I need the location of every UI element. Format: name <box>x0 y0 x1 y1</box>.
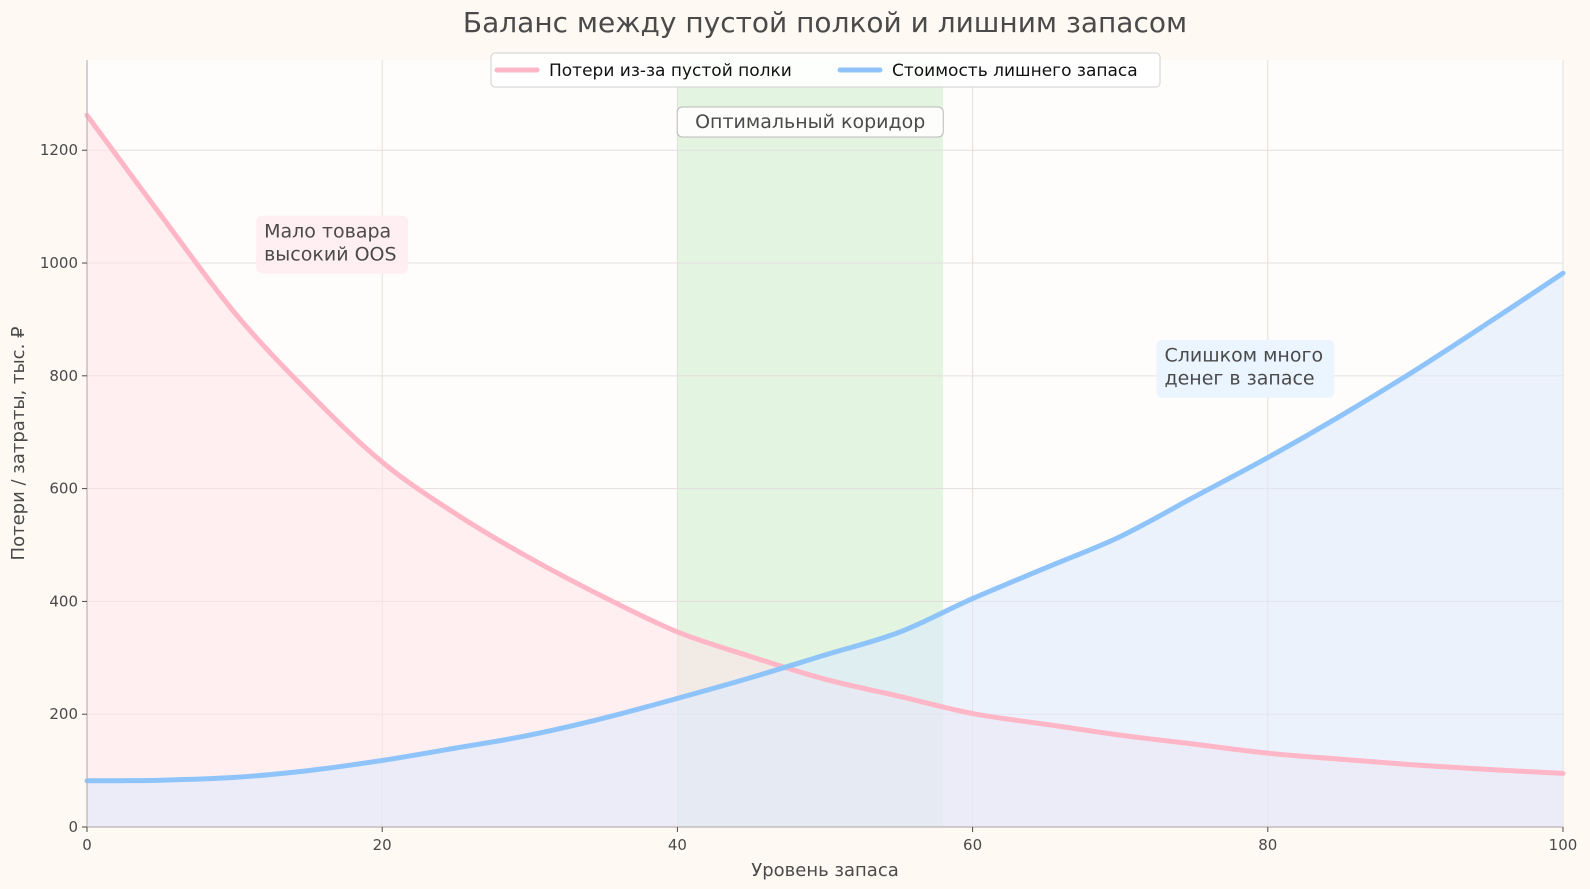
y-axis-label: Потери / затраты, тыс. ₽ <box>8 327 29 561</box>
annotation-box <box>256 215 409 274</box>
legend-label-0: Потери из-за пустой полки <box>549 61 792 81</box>
series-line-0 <box>84 112 1566 776</box>
annotation-text: денег в запасе <box>1164 368 1314 390</box>
x-tick-label: 40 <box>668 836 687 854</box>
x-tick-label: 80 <box>1258 836 1277 854</box>
band-label-text: Оптимальный коридор <box>695 111 925 133</box>
fill-layer <box>87 115 1563 828</box>
y-tick-label: 1000 <box>40 254 78 272</box>
annotation-text: Слишком много <box>1164 345 1323 367</box>
x-tick-label: 20 <box>373 836 392 854</box>
y-tick-layer: 0 200 400 600 800 1000 1200 <box>40 141 87 836</box>
x-axis-label: Уровень запаса <box>751 860 899 881</box>
axis-layer <box>86 60 1563 828</box>
series-area-1 <box>87 273 1563 827</box>
legend-box <box>490 52 1161 88</box>
y-tick-label: 400 <box>49 592 78 610</box>
legend: Потери из-за пустой полки Стоимость лишне… <box>490 52 1161 88</box>
x-tick-label: 0 <box>82 836 92 854</box>
series-line-1 <box>84 270 1566 784</box>
y-tick-label: 600 <box>49 480 78 498</box>
y-tick-label: 1200 <box>40 141 78 159</box>
chart-title: Баланс между пустой полкой и лишним запа… <box>463 6 1187 39</box>
y-tick-label: 800 <box>49 367 78 385</box>
legend-label-1: Стоимость лишнего запаса <box>892 61 1138 81</box>
x-tick-label: 60 <box>963 836 982 854</box>
x-tick-layer: 0 20 40 60 80 100 <box>82 827 1577 854</box>
x-tick-label: 100 <box>1549 836 1578 854</box>
annotation-text: высокий OOS <box>264 244 396 266</box>
series-area-0 <box>87 115 1563 828</box>
band-label-box <box>676 106 944 138</box>
y-tick-label: 0 <box>68 818 78 836</box>
line-layer <box>84 112 1566 784</box>
annotation-box <box>1156 339 1335 398</box>
annotation-text: Мало товара <box>264 221 391 243</box>
band-label: Оптимальный коридор <box>676 106 944 138</box>
y-tick-label: 200 <box>49 705 78 723</box>
